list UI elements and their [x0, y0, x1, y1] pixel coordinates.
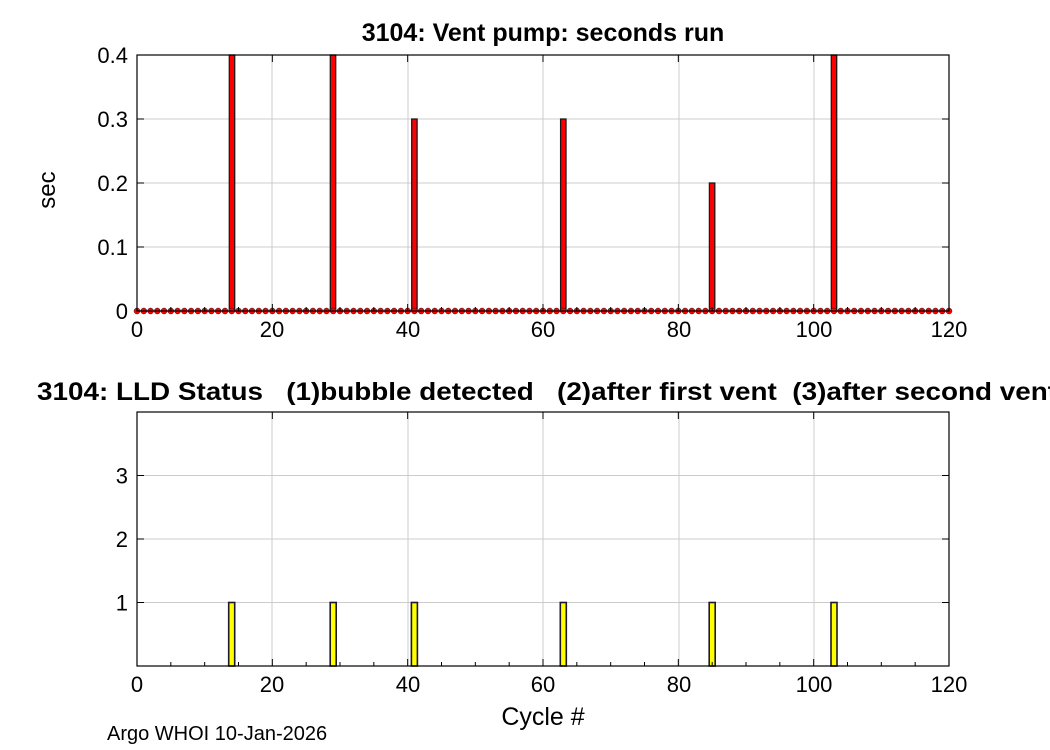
svg-text:120: 120	[931, 317, 968, 342]
svg-text:0.2: 0.2	[97, 171, 128, 196]
svg-text:0.4: 0.4	[97, 43, 128, 68]
svg-text:60: 60	[531, 672, 555, 697]
svg-text:40: 40	[396, 317, 420, 342]
svg-text:1: 1	[116, 591, 128, 616]
svg-text:0.1: 0.1	[97, 235, 128, 260]
svg-text:sec: sec	[34, 171, 61, 208]
svg-text:2: 2	[116, 527, 128, 552]
svg-text:Argo WHOI 10-Jan-2026: Argo WHOI 10-Jan-2026	[107, 723, 327, 745]
svg-text:Cycle #: Cycle #	[501, 703, 584, 731]
svg-text:3104: Vent pump: seconds run: 3104: Vent pump: seconds run	[362, 19, 725, 47]
svg-text:0: 0	[131, 317, 143, 342]
svg-text:20: 20	[260, 317, 284, 342]
svg-text:100: 100	[796, 672, 833, 697]
svg-text:60: 60	[531, 317, 555, 342]
svg-text:0: 0	[116, 299, 128, 324]
svg-text:0: 0	[131, 672, 143, 697]
svg-text:0.3: 0.3	[97, 107, 128, 132]
svg-text:40: 40	[396, 672, 420, 697]
svg-text:3104: LLD Status (1)bubble d: 3104: LLD Status (1)bubble detected (2)a…	[37, 378, 1050, 406]
svg-text:80: 80	[667, 672, 691, 697]
svg-text:20: 20	[260, 672, 284, 697]
svg-text:100: 100	[796, 317, 833, 342]
svg-text:80: 80	[667, 317, 691, 342]
svg-text:120: 120	[931, 672, 968, 697]
svg-text:3: 3	[116, 464, 128, 489]
